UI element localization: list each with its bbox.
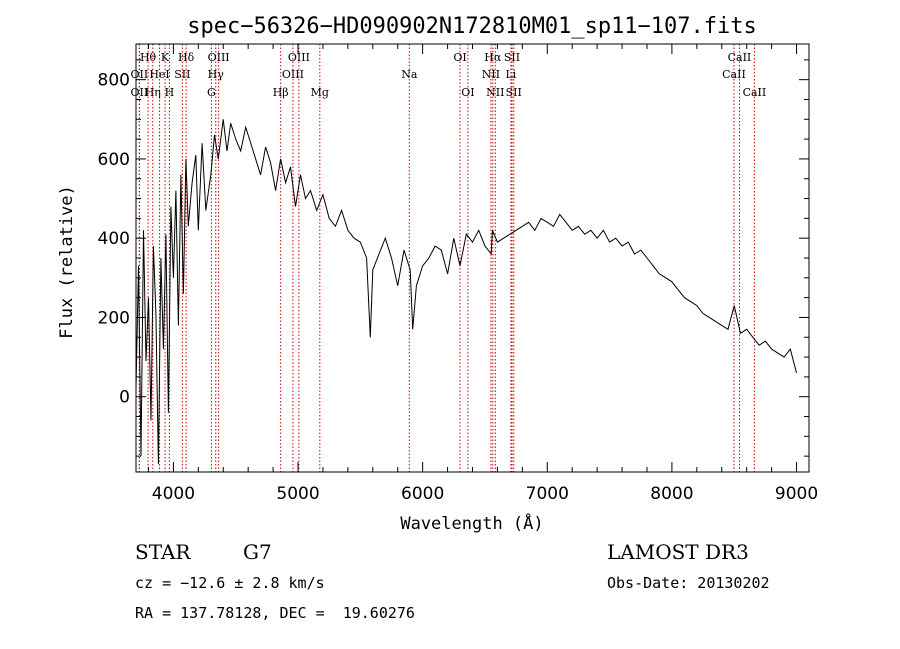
spectral-line-label: Hη [145, 86, 161, 99]
spectral-line-label: OII [131, 68, 149, 81]
x-tick-label: 7000 [526, 484, 569, 504]
x-tick-label: 5000 [276, 484, 319, 504]
x-tick-label: 6000 [401, 484, 444, 504]
spectral-line-markers [138, 44, 755, 472]
spectral-line-label: Hβ [273, 86, 289, 99]
coordinates: RA = 137.78128, DEC = 19.60276 [135, 604, 415, 622]
spectral-line-label: OI [453, 51, 466, 64]
redshift-velocity: cz = −12.6 ± 2.8 km/s [135, 574, 325, 592]
object-subclass: G7 [243, 540, 272, 564]
spectral-line-label: Hθ [140, 51, 157, 64]
spectral-line-label: NII [482, 68, 500, 81]
x-tick-label: 9000 [775, 484, 818, 504]
spectral-line-label: OII [131, 86, 149, 99]
x-axis-title: Wavelength (Å) [400, 512, 543, 534]
y-tick-label: 0 [119, 388, 130, 408]
spectral-line-label: Hγ [208, 68, 225, 81]
y-tick-label: 400 [98, 229, 130, 249]
spectral-line-label: Na [401, 68, 418, 81]
spectral-line-label: NII [486, 86, 504, 99]
spectral-line-label: OIII [208, 51, 230, 64]
spectral-line-label: SII [504, 51, 520, 64]
spectral-line-label: CaII [743, 86, 767, 99]
x-tick-label: 8000 [650, 484, 693, 504]
spectral-line-label: SII [174, 68, 190, 81]
spectral-line-label: Hδ [178, 51, 195, 64]
spectral-line-label: Hα [484, 51, 502, 64]
spectral-line-label: Li [505, 68, 516, 81]
spectral-line-label: OIII [288, 51, 310, 64]
observation-date: Obs-Date: 20130202 [607, 574, 770, 592]
spectral-line-label: G [207, 86, 216, 99]
plot-frame [135, 43, 810, 473]
y-tick-label: 600 [98, 150, 130, 170]
spectral-line-label: CaII [728, 51, 752, 64]
chart-title: spec−56326−HD090902N172810M01_sp11−107.f… [187, 14, 757, 39]
x-axis-ticks: 4000 5000 6000 7000 8000 9000 [147, 44, 818, 504]
spectrum-series-line [135, 119, 797, 465]
y-axis-ticks: 0 200 400 600 800 [98, 59, 809, 457]
spectral-line-label: SII [506, 86, 522, 99]
survey-name: LAMOST DR3 [607, 540, 749, 564]
spectral-line-label: HeI [149, 68, 169, 81]
x-tick-label: 4000 [152, 484, 195, 504]
spectral-line-label: K [161, 51, 170, 64]
spectral-line-label: OIII [282, 68, 304, 81]
spectral-line-label: OI [461, 86, 474, 99]
spectral-line-label: CaII [722, 68, 746, 81]
y-axis-title: Flux (relative) [57, 185, 77, 339]
object-class: STAR [135, 540, 191, 564]
spectral-line-label: H [165, 86, 175, 99]
spectral-line-label: Mg [311, 86, 329, 99]
y-tick-label: 800 [98, 71, 130, 91]
y-tick-label: 200 [98, 308, 130, 328]
